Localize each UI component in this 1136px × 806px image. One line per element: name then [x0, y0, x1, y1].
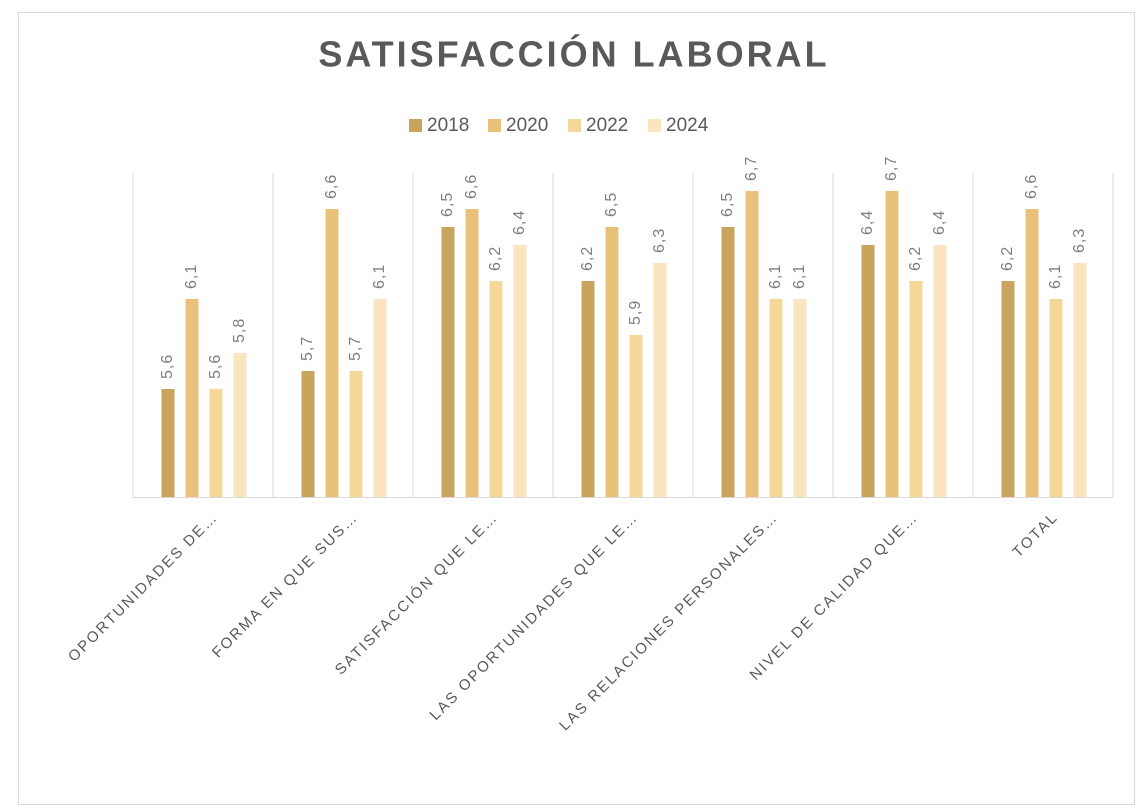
legend-swatch: [409, 119, 422, 132]
bar: [325, 209, 339, 497]
x-tick-label: OPORTUNIDADES DE…: [65, 509, 222, 666]
bar: [301, 371, 315, 497]
bar: [581, 281, 595, 497]
bar: [349, 371, 363, 497]
data-label: 5,8: [231, 318, 248, 343]
data-label: 5,6: [159, 354, 176, 379]
bar: [161, 389, 175, 497]
legend-swatch: [488, 119, 501, 132]
legend-label: 2020: [506, 115, 548, 136]
bar: [513, 245, 527, 497]
data-label: 6,2: [907, 246, 924, 271]
data-label: 6,1: [1047, 264, 1064, 289]
data-label: 5,6: [207, 354, 224, 379]
bar: [1025, 209, 1039, 497]
bar: [885, 191, 899, 497]
legend-label: 2018: [427, 115, 469, 136]
x-tick-label: FORMA EN QUE SUS…: [209, 509, 362, 662]
bar: [745, 191, 759, 497]
data-label: 6,1: [183, 264, 200, 289]
bar: [465, 209, 479, 497]
data-label: 6,2: [999, 246, 1016, 271]
bar: [909, 281, 923, 497]
bar: [1001, 281, 1015, 497]
x-tick-label: NIVEL DE CALIDAD QUE…: [747, 509, 922, 684]
bar: [769, 299, 783, 497]
legend-swatch: [568, 119, 581, 132]
bar: [653, 263, 667, 497]
bar: [793, 299, 807, 497]
bar: [605, 227, 619, 497]
bar: [441, 227, 455, 497]
legend-label: 2024: [666, 115, 709, 136]
data-label: 6,2: [579, 246, 596, 271]
data-label: 6,1: [371, 264, 388, 289]
chart-title: SATISFACCIÓN LABORAL: [318, 33, 829, 75]
bar: [209, 389, 223, 497]
data-label: 6,6: [463, 174, 480, 199]
data-label: 6,4: [511, 210, 528, 235]
data-label: 6,7: [883, 156, 900, 181]
bar: [933, 245, 947, 497]
data-label: 5,7: [347, 336, 364, 361]
data-label: 6,3: [651, 228, 668, 253]
bar: [233, 353, 247, 497]
data-label: 6,6: [1023, 174, 1040, 199]
legend-swatch: [648, 119, 661, 132]
data-label: 6,3: [1071, 228, 1088, 253]
x-tick-label: LAS RELACIONES PERSONALES…: [556, 509, 782, 735]
legend-label: 2022: [586, 115, 628, 136]
x-tick-label: TOTAL: [1009, 509, 1061, 561]
data-label: 6,4: [859, 210, 876, 235]
data-label: 6,6: [323, 174, 340, 199]
bar: [489, 281, 503, 497]
bar: [1049, 299, 1063, 497]
data-label: 6,2: [487, 246, 504, 271]
chart-frame: [18, 12, 1135, 805]
data-label: 5,9: [627, 300, 644, 325]
data-label: 6,1: [767, 264, 784, 289]
data-label: 6,5: [719, 192, 736, 217]
bar: [1073, 263, 1087, 497]
bar: [185, 299, 199, 497]
data-label: 6,4: [931, 210, 948, 235]
data-label: 6,5: [439, 192, 456, 217]
data-label: 6,7: [743, 156, 760, 181]
data-label: 6,5: [603, 192, 620, 217]
data-label: 5,7: [299, 336, 316, 361]
bar: [629, 335, 643, 497]
bar: [373, 299, 387, 497]
data-label: 6,1: [791, 264, 808, 289]
x-tick-label: SATISFACCIÓN QUE LE…: [332, 509, 502, 679]
bar: [861, 245, 875, 497]
bar: [721, 227, 735, 497]
